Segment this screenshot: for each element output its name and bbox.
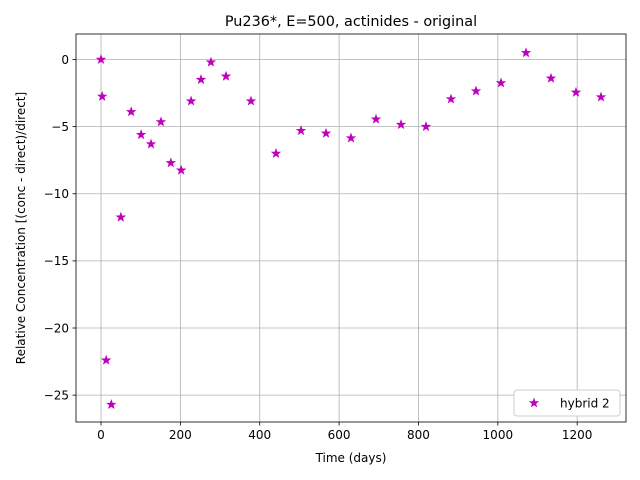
data-point-star: [220, 70, 232, 81]
chart-title: Pu236*, E=500, actinides - original: [225, 14, 477, 30]
plot-area-frame: [75, 33, 627, 423]
data-point-star: [135, 129, 147, 140]
data-point-star: [165, 157, 177, 168]
y-tick-label: −15: [44, 254, 69, 268]
data-point-star: [185, 95, 197, 106]
data-point-star: [295, 125, 307, 136]
data-point-star: [470, 85, 482, 96]
data-point-star: [320, 127, 332, 138]
y-tick-label: 0: [61, 53, 69, 67]
data-point-star: [570, 86, 582, 97]
data-point-star: [115, 211, 127, 222]
data-point-star: [495, 77, 507, 88]
data-point-star: [145, 138, 157, 149]
data-point-star: [95, 54, 107, 64]
x-tick-label: 1000: [483, 428, 514, 442]
grid-lines: [76, 34, 626, 422]
data-point-star: [245, 95, 257, 106]
data-point-star: [445, 93, 457, 104]
data-point-star: [520, 47, 532, 58]
legend-marker-star: [528, 397, 540, 408]
data-point-star: [420, 121, 432, 132]
x-tick-label: 0: [97, 428, 105, 442]
data-point-star: [106, 399, 117, 409]
legend-entry-label: hybrid 2: [560, 396, 610, 410]
x-tick-label: 1200: [562, 428, 593, 442]
x-axis-label: Time (days): [315, 451, 387, 465]
data-point-star: [345, 132, 357, 143]
data-point-star: [205, 56, 217, 67]
x-tick-label: 200: [169, 428, 192, 442]
legend-box: [513, 389, 621, 417]
y-tick-label: −20: [44, 321, 69, 335]
y-tick-label: −10: [44, 187, 69, 201]
data-point-star: [155, 116, 167, 127]
data-point-star: [175, 164, 187, 175]
data-point-star: [270, 148, 282, 158]
data-point-star: [125, 106, 137, 117]
data-point-star: [100, 354, 112, 365]
x-tick-label: 600: [328, 428, 351, 442]
data-point-star: [96, 90, 108, 101]
data-point-star: [395, 119, 407, 130]
data-points: [95, 47, 607, 409]
y-axis-label: Relative Concentration [(conc - direct)/…: [14, 92, 28, 364]
axis-ticks: 0 200 400 600 800 1000 1200 0 −5 −10 −15 −20 −25: [44, 53, 593, 442]
data-point-star: [370, 113, 382, 124]
legend: hybrid 2: [513, 389, 621, 417]
data-point-star: [195, 74, 207, 85]
x-tick-label: 800: [407, 428, 430, 442]
data-point-star: [595, 91, 607, 102]
x-tick-label: 400: [248, 428, 271, 442]
data-point-star: [545, 72, 557, 83]
y-tick-label: −5: [51, 120, 69, 134]
y-tick-label: −25: [44, 388, 69, 402]
